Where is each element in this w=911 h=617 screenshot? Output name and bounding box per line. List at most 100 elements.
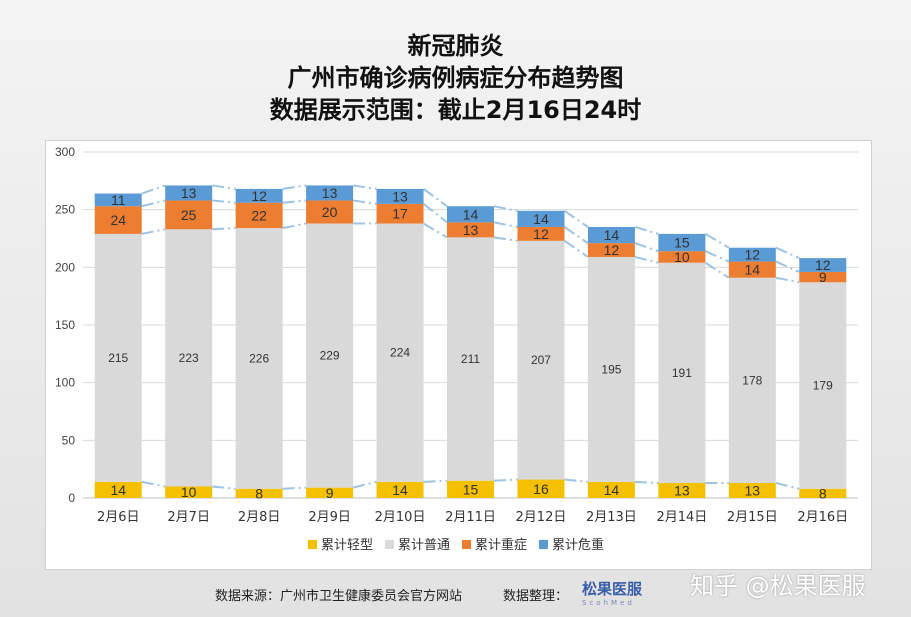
series-line — [493, 478, 518, 482]
x-tick-label: 2月8日 — [238, 510, 281, 525]
logo-sub: ScohMed — [582, 599, 635, 607]
data-label: 12 — [604, 242, 620, 258]
bar-segment — [94, 206, 142, 234]
data-label: 178 — [742, 373, 762, 387]
series-line — [212, 199, 236, 204]
data-label: 223 — [179, 351, 199, 365]
data-label: 15 — [463, 481, 479, 497]
bar-segment — [376, 481, 424, 498]
bar-segment — [165, 486, 213, 498]
legend-label: 累计重症 — [475, 537, 527, 553]
bar-segment — [165, 229, 213, 487]
series-line — [352, 480, 377, 489]
data-label: 15 — [674, 235, 690, 251]
data-label: 224 — [390, 346, 410, 360]
bar-segment — [306, 185, 354, 201]
bar-segment — [517, 226, 565, 241]
x-tick-label: 2月6日 — [97, 510, 140, 525]
bar-segment — [376, 188, 424, 204]
x-tick-label: 2月16日 — [797, 510, 848, 525]
series-line — [141, 184, 166, 195]
legend-label: 累计轻型 — [321, 538, 373, 553]
series-line — [704, 250, 730, 263]
bar-segment — [728, 483, 776, 498]
chart-title-2: 广州市确诊病例病症分布趋势图 — [287, 64, 624, 92]
series-line — [634, 226, 659, 235]
bar-segment — [447, 480, 494, 498]
data-label: 229 — [320, 349, 340, 363]
series-line — [493, 205, 518, 212]
bar-segment — [658, 262, 706, 484]
data-label: 10 — [674, 249, 690, 265]
bar-segment — [728, 277, 776, 484]
bar-segment — [94, 193, 142, 207]
data-label: 12 — [251, 188, 267, 204]
data-label: 17 — [392, 206, 408, 222]
data-label: 211 — [461, 352, 480, 366]
chart-title-1: 新冠肺炎 — [407, 32, 504, 60]
bar-segment — [799, 258, 847, 272]
x-tick-label: 2月15日 — [727, 510, 778, 525]
bar-segment — [517, 240, 565, 480]
bar-segment — [587, 481, 635, 498]
series-line — [634, 242, 659, 253]
bar-segment — [728, 261, 776, 278]
bar-segment — [658, 233, 706, 252]
x-tick-label: 2月9日 — [308, 510, 351, 525]
logo-text: 松果医服 — [582, 580, 643, 598]
data-label: 10 — [181, 484, 197, 500]
series-line — [352, 184, 377, 190]
bar-segment — [517, 210, 565, 227]
bar-segment — [587, 226, 635, 244]
bar-segment — [235, 228, 283, 489]
data-label: 14 — [463, 206, 479, 222]
data-label: 22 — [251, 207, 267, 223]
series-line — [775, 482, 800, 490]
y-tick-label: 150 — [55, 318, 75, 332]
x-tick-label: 2月11日 — [445, 510, 496, 525]
series-line — [704, 261, 730, 279]
y-tick-label: 0 — [68, 491, 75, 505]
data-label: 215 — [108, 351, 128, 365]
x-tick-label: 2月7日 — [167, 510, 210, 525]
series-line — [563, 239, 589, 258]
data-label: 9 — [326, 485, 334, 501]
data-label: 25 — [181, 207, 197, 223]
bar-segment — [799, 282, 847, 489]
data-label: 195 — [601, 362, 621, 376]
bar-segment — [306, 200, 354, 224]
data-label: 9 — [819, 269, 827, 285]
data-label: 13 — [745, 483, 761, 499]
bar-segment — [447, 206, 494, 223]
x-tick-label: 2月12日 — [516, 510, 567, 525]
legend-label: 累计普通 — [398, 538, 450, 553]
series-line — [423, 479, 448, 483]
series-line — [564, 478, 589, 483]
data-label: 14 — [392, 482, 408, 498]
data-label: 8 — [819, 485, 827, 501]
data-label: 12 — [745, 247, 761, 263]
data-source: 数据来源：广州市卫生健康委员会官方网站 — [215, 589, 463, 604]
data-label: 13 — [674, 483, 690, 499]
data-label: 179 — [813, 379, 833, 393]
series-line — [282, 222, 307, 230]
series-line — [775, 260, 800, 273]
series-line — [212, 485, 236, 490]
bar-segment — [306, 487, 354, 498]
series-line — [212, 184, 236, 190]
data-label: 14 — [604, 482, 620, 498]
y-tick-label: 100 — [55, 376, 75, 390]
y-tick-label: 300 — [55, 145, 75, 159]
y-tick-label: 250 — [55, 203, 75, 217]
data-label: 13 — [392, 188, 408, 204]
series-line — [141, 228, 166, 235]
series-line — [423, 222, 448, 239]
bar-segment — [235, 202, 283, 229]
data-label: 12 — [533, 226, 549, 242]
data-label: 11 — [111, 192, 126, 208]
y-tick-label: 200 — [55, 260, 75, 274]
bar-segment — [517, 479, 565, 498]
legend-swatch — [385, 540, 394, 549]
series-line — [634, 480, 659, 485]
bar-segment — [587, 243, 635, 257]
